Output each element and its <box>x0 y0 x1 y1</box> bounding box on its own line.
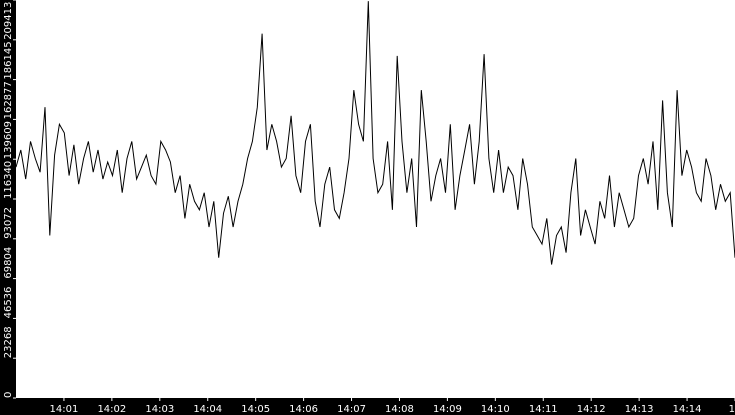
x-tick-label: 14:07 <box>337 404 366 415</box>
x-tick-label: 14:09 <box>433 404 462 415</box>
x-tick-label: 14:10 <box>481 404 510 415</box>
plot-area <box>16 0 735 398</box>
x-tick-label: 14:12 <box>577 404 606 415</box>
y-tick-label: 46536 <box>3 287 14 319</box>
y-tick-label: 162877 <box>3 81 14 119</box>
x-tick-label: 14:03 <box>145 404 174 415</box>
x-tick-label: 14:06 <box>289 404 318 415</box>
y-tick-label: 0 <box>3 392 14 398</box>
x-tick-label: 14:04 <box>193 404 222 415</box>
y-tick-label: 23268 <box>3 326 14 358</box>
y-tick-label: 186145 <box>3 41 14 79</box>
y-tick-label: 116340 <box>3 161 14 199</box>
x-tick-label: 14:11 <box>529 404 558 415</box>
x-tick-label: 14:08 <box>385 404 414 415</box>
x-tick-label: 14:05 <box>241 404 270 415</box>
x-tick-label: 14:01 <box>50 404 79 415</box>
data-line <box>15 1 735 265</box>
x-tick-label: 14 <box>729 404 735 415</box>
y-tick-label: 69804 <box>3 247 14 279</box>
x-tick-label: 14:13 <box>625 404 654 415</box>
x-tick-label: 14:14 <box>673 404 702 415</box>
y-tick-label: 209413 <box>3 2 14 40</box>
y-tick-label: 139609 <box>3 121 14 159</box>
y-tick-label: 93072 <box>3 207 14 239</box>
x-tick-label: 14:02 <box>97 404 126 415</box>
